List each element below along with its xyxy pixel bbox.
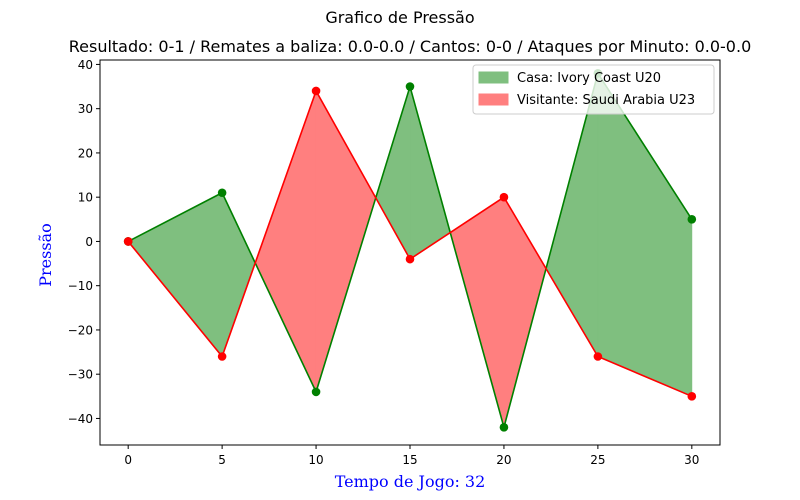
legend-label-home: Casa: Ivory Coast U20 [517,71,661,86]
y-tick-label: 30 [78,102,93,116]
y-axis-ticks: −40 −30 −20 −10 0 10 20 30 40 [68,58,100,426]
x-tick-label: 0 [124,453,132,467]
away-pressure-area [449,196,505,428]
y-tick-label: 10 [78,191,93,205]
y-tick-label: −30 [68,368,93,382]
y-tick-label: −10 [68,279,93,293]
chart-title: Grafico de Pressão [325,8,474,27]
legend-box [472,64,715,115]
x-tick-label: 30 [684,453,699,467]
away-data-point [687,392,697,401]
y-tick-label: −20 [68,323,93,337]
y-tick-label: 40 [78,58,93,72]
x-axis-label: Tempo de Jogo: 32 [335,472,486,491]
legend-swatch-away [478,93,509,106]
fill-layer [127,71,693,428]
home-data-point [405,82,415,91]
y-tick-label: 0 [85,235,93,249]
away-data-point [593,352,603,361]
x-tick-label: 10 [308,453,323,467]
legend: Casa: Ivory Coast U20 Visitante: Saudi A… [472,64,715,115]
chart-subtitle: Resultado: 0-1 / Remates a baliza: 0.0-0… [69,37,752,56]
away-data-point [311,86,321,96]
away-data-point [499,192,509,202]
home-pressure-area [409,86,451,260]
x-tick-label: 15 [402,453,417,467]
y-tick-label: 20 [78,146,93,160]
home-pressure-area [375,86,411,261]
home-data-point [499,422,509,432]
legend-label-away: Visitante: Saudi Arabia U23 [517,93,695,108]
legend-swatch-home [478,71,509,84]
home-data-point [687,215,697,224]
x-axis-ticks: 0 5 10 15 20 25 30 [124,445,699,467]
x-tick-label: 25 [590,453,605,467]
away-pressure-area [315,89,377,393]
home-data-point [311,387,321,397]
home-pressure-area [597,71,693,397]
away-data-point [217,352,227,361]
away-data-point [123,237,133,246]
away-pressure-area [254,90,317,393]
y-tick-label: −40 [68,412,93,426]
x-tick-label: 20 [496,453,511,467]
home-data-point [217,188,227,198]
x-tick-label: 5 [218,453,226,467]
y-axis-label: Pressão [36,223,55,286]
point-layer [123,68,697,432]
away-data-point [405,254,415,264]
